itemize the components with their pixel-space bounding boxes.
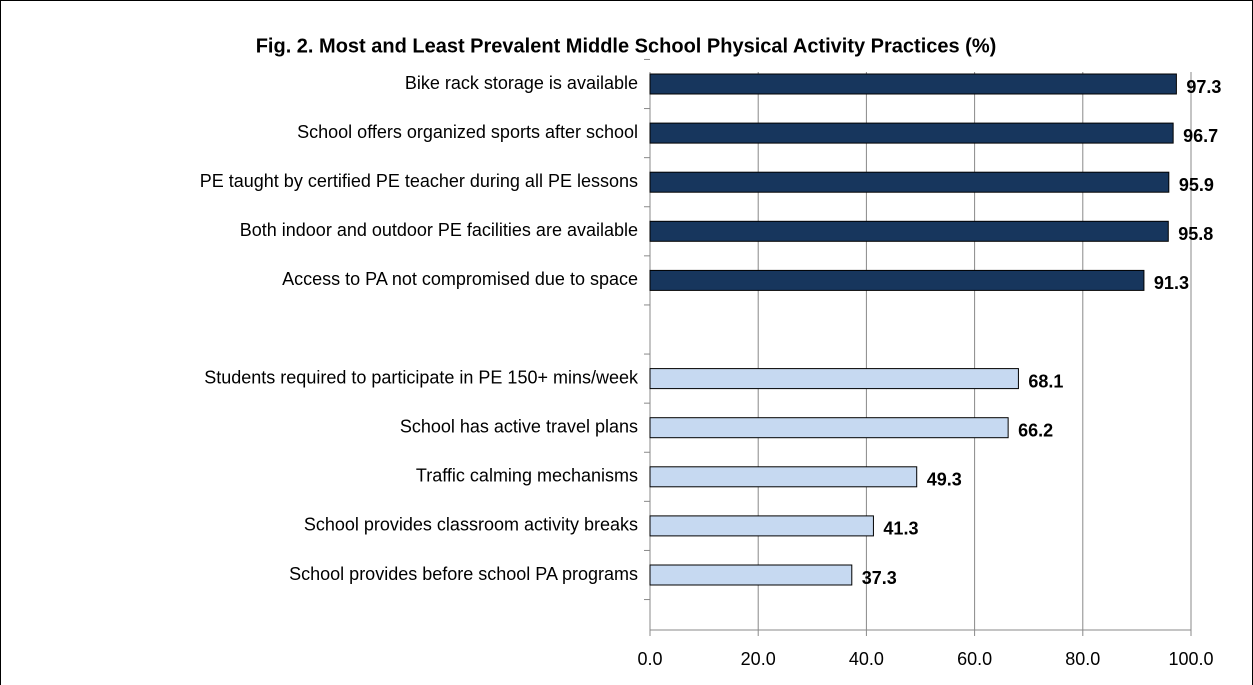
y-tick-label: Both indoor and outdoor PE facilities ar…	[240, 220, 638, 240]
bar	[649, 122, 1174, 144]
bar	[649, 466, 918, 488]
bar	[649, 368, 1019, 390]
x-tick-label: 40.0	[849, 649, 884, 669]
value-label: 97.3	[1186, 77, 1221, 97]
bar	[649, 171, 1170, 193]
x-tick-label: 0.0	[637, 649, 662, 669]
bar	[649, 564, 853, 586]
bar	[649, 515, 874, 537]
x-tick-label: 60.0	[957, 649, 992, 669]
value-label: 49.3	[927, 470, 962, 490]
y-tick-label: School provides classroom activity break…	[304, 515, 638, 535]
y-tick-label: Access to PA not compromised due to spac…	[282, 269, 638, 289]
y-tick-label: School has active travel plans	[400, 416, 638, 436]
bar	[649, 417, 1009, 439]
value-label: 95.9	[1179, 175, 1214, 195]
value-label: 68.1	[1028, 371, 1063, 391]
x-tick-label: 100.0	[1168, 649, 1213, 669]
y-tick-label: School offers organized sports after sch…	[297, 122, 638, 142]
x-tick-label: 20.0	[741, 649, 776, 669]
value-label: 37.3	[862, 568, 897, 588]
x-tick-label: 80.0	[1065, 649, 1100, 669]
y-tick-label: Bike rack storage is available	[405, 73, 638, 93]
y-tick-label: PE taught by certified PE teacher during…	[200, 171, 638, 191]
value-label: 95.8	[1178, 224, 1213, 244]
value-label: 66.2	[1018, 420, 1053, 440]
chart-title: Fig. 2. Most and Least Prevalent Middle …	[256, 35, 997, 57]
bar	[649, 269, 1145, 291]
value-label: 41.3	[883, 519, 918, 539]
value-label: 96.7	[1183, 126, 1218, 146]
y-tick-label: Traffic calming mechanisms	[416, 466, 638, 486]
bar	[649, 220, 1169, 242]
y-tick-label: Students required to participate in PE 1…	[204, 367, 639, 387]
y-tick-label: School provides before school PA program…	[289, 564, 638, 584]
value-label: 91.3	[1154, 273, 1189, 293]
bar	[649, 73, 1177, 95]
